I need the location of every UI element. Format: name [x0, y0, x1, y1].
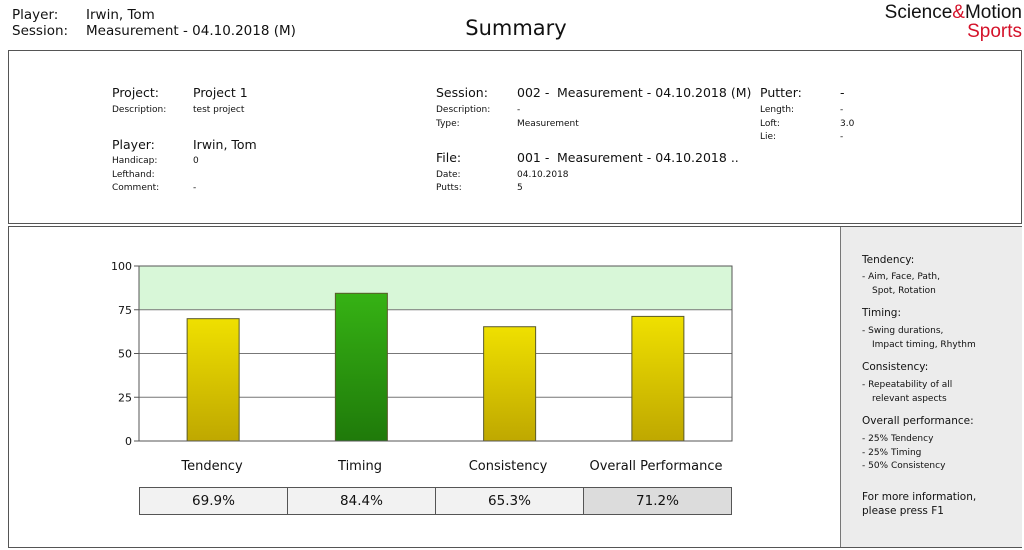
y-tick-label-75: 75 — [118, 304, 132, 317]
project-value: Project 1 — [193, 85, 248, 100]
consistency-help-title: Consistency: — [862, 361, 929, 373]
more-info-line-1: For more information, — [862, 491, 977, 503]
overall-help-line-1: - 25% Tendency — [862, 434, 934, 444]
category-label-timing: Timing — [338, 459, 382, 474]
lefthand-label: Lefthand: — [112, 170, 155, 180]
player-value: Irwin, Tom — [86, 7, 155, 23]
logo-motion: Motion — [964, 2, 1022, 23]
session-description-label: Description: — [436, 105, 491, 115]
timing-help-line-2: Impact timing, Rhythm — [872, 340, 976, 350]
value-box-tendency: 69.9% — [139, 487, 288, 515]
tendency-help-line-1: - Aim, Face, Path, — [862, 272, 940, 282]
handicap-value: 0 — [193, 156, 199, 166]
info-session-label: Session: — [436, 85, 488, 100]
bar-timing — [334, 292, 388, 442]
y-tick-label-25: 25 — [118, 391, 132, 404]
length-value: - — [840, 105, 844, 115]
description-label: Description: — [112, 105, 167, 115]
loft-label: Loft: — [760, 119, 780, 129]
player-label: Player: — [12, 7, 59, 23]
project-label: Project: — [112, 85, 159, 100]
y-tick-label-100: 100 — [111, 260, 132, 273]
comment-value: - — [193, 183, 197, 193]
bar-overall-performance — [631, 315, 685, 442]
putts-value: 5 — [517, 183, 523, 193]
tendency-help-title: Tendency: — [862, 254, 915, 266]
file-label: File: — [436, 150, 462, 165]
value-box-timing: 84.4% — [287, 487, 436, 515]
brand-logo: Science&Motion — [885, 2, 1022, 24]
type-value: Measurement — [517, 119, 579, 129]
session-number: 002 - — [517, 85, 550, 100]
putter-value: - — [840, 85, 845, 100]
plot-frame — [138, 265, 733, 442]
info-player-value: Irwin, Tom — [193, 137, 257, 152]
more-info-line-2: please press F1 — [862, 505, 944, 517]
logo-science: Science — [884, 2, 953, 23]
bar-consistency — [483, 326, 537, 442]
info-player-label: Player: — [112, 137, 155, 152]
logo-amp: & — [952, 2, 965, 23]
handicap-label: Handicap: — [112, 156, 158, 166]
timing-help-title: Timing: — [862, 307, 902, 319]
value-box-consistency: 65.3% — [435, 487, 584, 515]
overall-help-line-2: - 25% Timing — [862, 448, 922, 458]
bar-tendency — [186, 318, 240, 442]
comment-label: Comment: — [112, 183, 160, 193]
session-value: Measurement - 04.10.2018 (M) — [86, 23, 296, 39]
logo-sports: Sports — [967, 21, 1022, 42]
length-label: Length: — [760, 105, 795, 115]
file-number: 001 - — [517, 150, 550, 165]
info-session-value: Measurement - 04.10.2018 (M) — [557, 85, 752, 100]
overall-help-title: Overall performance: — [862, 415, 974, 427]
y-tick-label-0: 0 — [125, 435, 132, 448]
y-tick-label-50: 50 — [118, 348, 132, 361]
category-label-tendency: Tendency — [181, 459, 243, 474]
session-label: Session: — [12, 23, 69, 39]
lie-value: - — [840, 132, 844, 142]
target-band — [139, 266, 732, 310]
putts-label: Putts: — [436, 183, 462, 193]
timing-help-line-1: - Swing durations, — [862, 326, 944, 336]
loft-value: 3.0 — [840, 119, 855, 129]
putter-label: Putter: — [760, 85, 802, 100]
tendency-help-line-2: Spot, Rotation — [872, 286, 936, 296]
info-panel — [8, 50, 1022, 224]
consistency-help-line-2: relevant aspects — [872, 394, 947, 404]
consistency-help-line-1: - Repeatability of all — [862, 380, 953, 390]
category-label-overall: Overall Performance — [589, 459, 723, 474]
help-sidebar: Tendency: - Aim, Face, Path, Spot, Rotat… — [840, 227, 1022, 547]
date-label: Date: — [436, 170, 461, 180]
overall-help-line-3: - 50% Consistency — [862, 461, 946, 471]
session-description-value: - — [517, 105, 521, 115]
value-box-overall: 71.2% — [583, 487, 732, 515]
description-value: test project — [193, 105, 245, 115]
lie-label: Lie: — [760, 132, 777, 142]
type-label: Type: — [436, 119, 460, 129]
file-value: Measurement - 04.10.2018 .. — [557, 150, 739, 165]
page-title: Summary — [465, 16, 567, 40]
category-label-consistency: Consistency — [468, 459, 548, 474]
date-value: 04.10.2018 — [517, 170, 569, 180]
